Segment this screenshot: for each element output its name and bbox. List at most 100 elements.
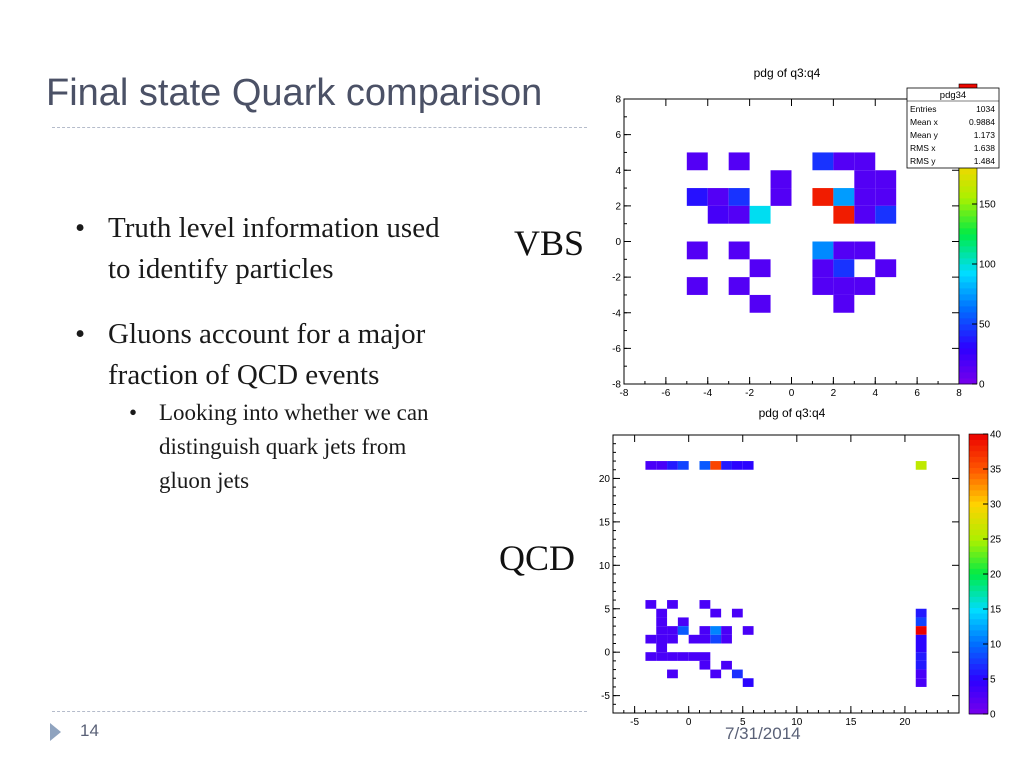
vbs-y-tick-label: -6: [612, 344, 621, 355]
qcd-cell-29: [656, 634, 668, 644]
qcd-cell-20: [656, 626, 668, 635]
vbs-cell-20: [854, 205, 876, 224]
title-divider: [52, 127, 587, 128]
qcd-y-tick-label: 5: [604, 604, 610, 615]
qcd-cell-12: [699, 600, 711, 609]
qcd-cell-32: [699, 634, 711, 644]
vbs-cell-32: [728, 277, 750, 295]
qcd-cell-37: [915, 643, 927, 653]
qcd-y-tick-label: 15: [599, 517, 611, 528]
vbs-cell-9: [707, 188, 729, 206]
qcd-cell-18: [677, 617, 689, 627]
stats-key: RMS y: [910, 156, 936, 166]
qcd-cell-39: [656, 652, 668, 661]
qcd-cell-4: [699, 461, 711, 470]
vbs-cell-37: [833, 294, 855, 313]
bullet-truth-level: Truth level information used to identify…: [75, 208, 460, 290]
slide-title: Final state Quark comparison: [46, 72, 543, 114]
qcd-cell-6: [721, 461, 732, 470]
bullet-gluons: Gluons account for a major fraction of Q…: [75, 314, 460, 396]
qcd-cell-53: [915, 678, 927, 687]
qcd-cell-3: [677, 461, 689, 470]
vbs-cell-35: [854, 277, 876, 295]
qcd-cell-38: [645, 652, 657, 661]
qcd-cell-51: [915, 669, 927, 679]
qcd-heatmap-chart: -5 0 5 10 15 20 -5 0 5 10 15 20 0 5 10 15 20 25 30 35 40: [599, 430, 1002, 727]
qcd-cell-16: [915, 608, 927, 618]
page-number: 14: [80, 721, 99, 740]
qcd-cell-42: [688, 652, 700, 661]
vbs-cell-25: [833, 241, 855, 260]
qcd-cell-44: [915, 652, 927, 661]
vbs-z-tick-label: 0: [979, 380, 985, 391]
stats-value: 1.484: [974, 156, 996, 166]
qcd-cell-7: [731, 461, 743, 470]
qcd-z-tick-label: 5: [990, 675, 996, 686]
qcd-cell-8: [742, 461, 754, 470]
vbs-y-tick-label: 4: [615, 166, 621, 177]
qcd-z-tick-label: 30: [990, 500, 1002, 511]
vbs-chart-title: pdg of q3:q4: [754, 66, 821, 80]
qcd-x-tick-label: 15: [845, 717, 857, 727]
vbs-cell-34: [833, 277, 855, 295]
vbs-cell-19: [833, 205, 855, 224]
qcd-cell-24: [710, 626, 722, 635]
qcd-cell-15: [731, 608, 743, 618]
qcd-y-tick-label: 0: [604, 648, 610, 659]
qcd-cell-28: [645, 634, 657, 644]
qcd-z-tick-label: 40: [990, 430, 1002, 441]
vbs-cell-29: [833, 259, 855, 278]
vbs-cell-8: [686, 188, 708, 206]
vbs-cell-26: [854, 241, 876, 260]
vbs-y-tick-label: 0: [615, 237, 621, 248]
qcd-cell-35: [915, 634, 927, 644]
qcd-cell-40: [667, 652, 678, 661]
footer-date: 7/31/2014: [725, 724, 801, 743]
bullet-list: Truth level information used to identify…: [75, 208, 460, 498]
vbs-cell-16: [707, 205, 729, 224]
qcd-x-tick-label: 20: [899, 717, 911, 727]
vbs-cell-1: [728, 152, 750, 171]
qcd-y-tick-label: -5: [601, 691, 610, 702]
qcd-z-tick-label: 0: [990, 710, 996, 721]
qcd-cell-17: [656, 617, 668, 627]
vbs-cell-10: [728, 188, 750, 206]
stats-box-name: pdg34: [940, 90, 966, 101]
stats-key: Mean y: [910, 130, 939, 140]
vbs-cell-17: [728, 205, 750, 224]
vbs-cell-36: [749, 294, 771, 313]
qcd-cell-43: [699, 652, 711, 661]
qcd-cell-2: [667, 461, 678, 470]
qcd-cell-33: [710, 634, 722, 644]
vbs-cell-18: [749, 205, 771, 224]
vbs-heatmap-chart: pdg of q3:q4 -8 -6 -4 -2 0 2 4 6 8-8-6-4-202468 …: [612, 66, 1000, 420]
vbs-x-tick-label: 2: [831, 388, 837, 399]
vbs-cell-13: [833, 188, 855, 206]
vbs-cell-4: [854, 152, 876, 171]
qcd-cell-9: [915, 461, 927, 470]
stats-value: 0.9884: [969, 117, 995, 127]
vbs-x-tick-label: -8: [620, 388, 629, 399]
label-qcd: QCD: [499, 538, 576, 578]
qcd-cell-0: [645, 461, 657, 470]
vbs-x-tick-label: -2: [745, 388, 754, 399]
vbs-cell-24: [812, 241, 834, 260]
vbs-cell-23: [728, 241, 750, 260]
qcd-z-tick-label: 25: [990, 535, 1002, 546]
vbs-y-tick-label: 6: [615, 130, 621, 141]
qcd-cell-46: [721, 660, 732, 670]
vbs-cell-31: [686, 277, 708, 295]
qcd-cell-11: [667, 600, 678, 609]
stats-key: RMS x: [910, 143, 936, 153]
vbs-x-tick-label: -6: [661, 388, 670, 399]
qcd-cell-27: [915, 626, 927, 635]
vbs-x-tick-label: 4: [872, 388, 878, 399]
qcd-cell-45: [699, 660, 711, 670]
qcd-z-tick-label: 10: [990, 640, 1002, 651]
qcd-cell-26: [742, 626, 754, 635]
label-vbs: VBS: [514, 223, 585, 263]
qcd-cell-49: [710, 669, 722, 679]
vbs-y-tick-label: 2: [615, 201, 621, 212]
qcd-cell-50: [731, 669, 743, 679]
qcd-cell-48: [667, 669, 678, 679]
